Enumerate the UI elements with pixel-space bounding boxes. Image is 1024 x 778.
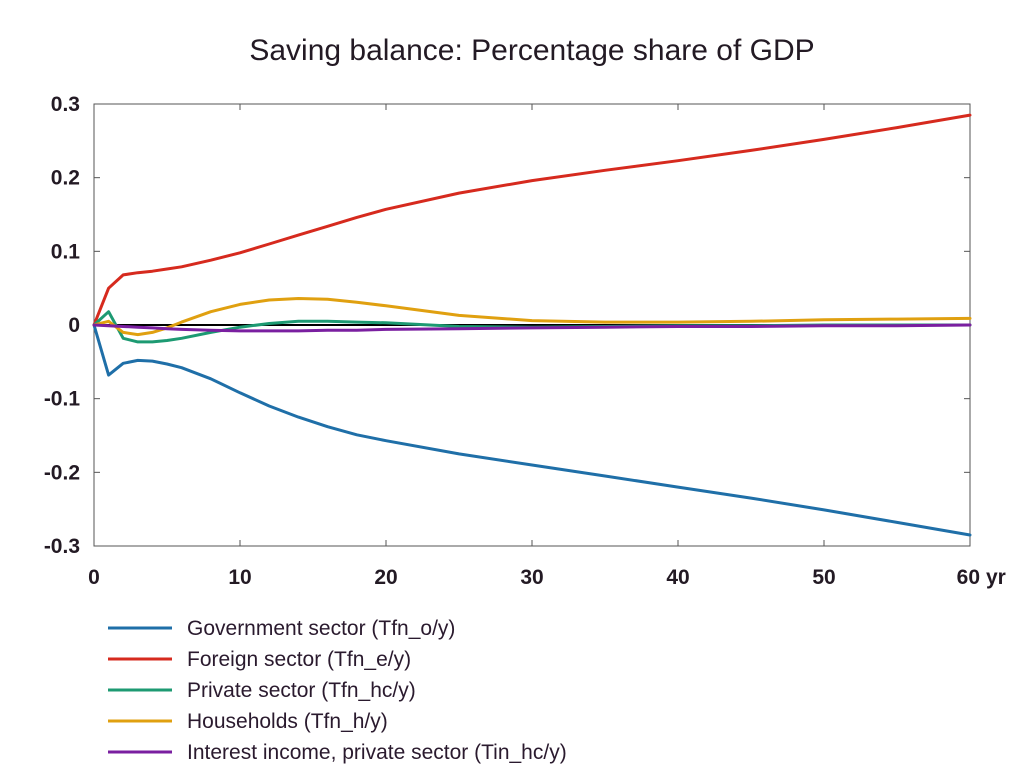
x-tick-label: 50 <box>812 566 835 589</box>
y-tick-label: 0.3 <box>51 93 80 116</box>
y-tick-label: 0 <box>68 314 80 337</box>
series-line-1 <box>92 323 972 537</box>
series-line-4 <box>92 297 972 337</box>
legend-label-3: Private sector (Tfn_hc/y) <box>187 679 416 702</box>
legend-label-2: Foreign sector (Tfn_e/y) <box>187 648 411 671</box>
x-tick-label: 10 <box>228 566 251 589</box>
series-line-2 <box>92 113 972 327</box>
x-tick-label: 30 <box>520 566 543 589</box>
legend-label-1: Government sector (Tfn_o/y) <box>187 617 455 640</box>
x-tick-label: 60 <box>957 566 980 589</box>
chart-title: Saving balance: Percentage share of GDP <box>249 34 814 67</box>
axis-tick-labels: 0 10 20 30 40 50 60 yr 0.3 0.2 0.1 0 -0.1 -0.2 -0.3 <box>44 93 1006 589</box>
y-tick-label: 0.2 <box>51 167 80 190</box>
x-tick-label: 20 <box>374 566 397 589</box>
x-unit-label: yr <box>986 566 1006 589</box>
legend-label-4: Households (Tfn_h/y) <box>187 710 388 733</box>
y-tick-label: -0.2 <box>44 461 80 484</box>
series-lines <box>92 113 972 537</box>
y-tick-label: -0.3 <box>44 535 80 558</box>
legend: Government sector (Tfn_o/y) Foreign secto… <box>108 617 567 764</box>
legend-label-5: Interest income, private sector (Tin_hc/… <box>187 741 567 764</box>
series-line-5 <box>92 323 972 333</box>
y-tick-label: 0.1 <box>51 240 81 263</box>
x-tick-label: 0 <box>88 566 100 589</box>
x-tick-label: 40 <box>666 566 689 589</box>
y-tick-label: -0.1 <box>44 388 81 411</box>
